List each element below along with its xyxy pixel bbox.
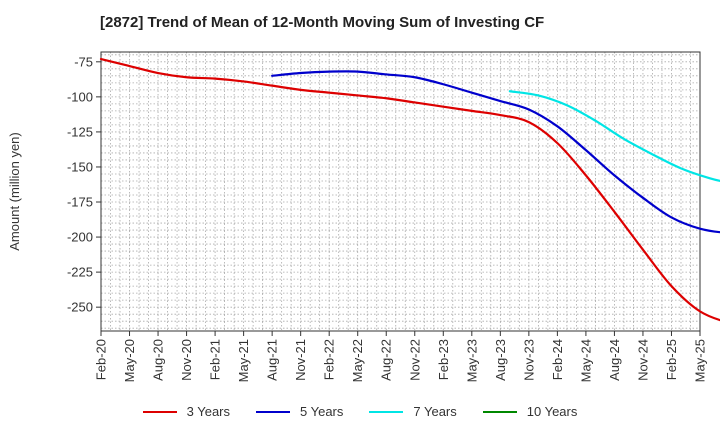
y-tick-label: -150 [67,159,93,174]
x-tick-label: May-21 [236,339,251,382]
x-tick-label: May-22 [350,339,365,382]
x-tick-label: Nov-22 [407,339,422,381]
legend-swatch [482,410,517,413]
legend-item-3-years: 3 Years [142,404,230,419]
y-tick-label: -175 [67,195,93,210]
y-tick-label: -75 [74,54,93,69]
legend-label: 5 Years [300,404,344,419]
x-tick-label: Feb-23 [436,339,451,380]
series-line-3-years [99,57,720,322]
legend-swatch [142,410,177,413]
legend-item-10-years: 10 Years [482,404,578,419]
legend-item-7-years: 7 Years [369,404,457,419]
legend-label: 7 Years [413,404,457,419]
x-tick-label: Feb-25 [664,339,679,380]
x-tick-label: Feb-22 [322,339,337,380]
x-tick-label: May-23 [464,339,479,382]
x-tick-label: Aug-24 [607,339,622,381]
x-tick-label: Nov-20 [179,339,194,381]
y-tick-label: -125 [67,124,93,139]
legend-label: 10 Years [526,404,578,419]
legend-swatch [369,410,404,413]
legend-label: 3 Years [186,404,230,419]
plot-area [101,52,700,331]
chart-title: [2872] Trend of Mean of 12-Month Moving … [100,14,545,31]
x-tick-label: Feb-24 [550,339,565,380]
plot-border [100,51,701,332]
legend-swatch [256,410,290,413]
x-tick-label: Aug-22 [379,339,394,381]
x-tick-label: May-24 [578,339,593,382]
x-tick-label: Nov-23 [521,339,536,381]
y-tick-label: -225 [67,265,93,280]
y-tick-label: -200 [67,230,93,245]
x-tick-label: Nov-21 [293,339,308,381]
chart-legend: 3 Years 5 Years 7 Years 10 Years [0,404,720,419]
x-tick-label: Aug-21 [265,339,280,381]
x-tick-label: May-25 [693,339,708,382]
x-tick-label: Nov-24 [635,339,650,381]
x-tick-label: May-20 [122,339,137,382]
y-axis-title: Amount (million yen) [7,132,22,251]
x-tick-label: Aug-23 [493,339,508,381]
legend-item-5-years: 5 Years [256,404,343,419]
x-tick-label: Feb-20 [94,339,109,380]
series-line-5-years [271,70,720,234]
x-tick-label: Feb-21 [208,339,223,380]
x-tick-label: Aug-20 [151,339,166,381]
y-tick-label: -100 [67,89,93,104]
y-tick-label: -250 [67,300,93,315]
